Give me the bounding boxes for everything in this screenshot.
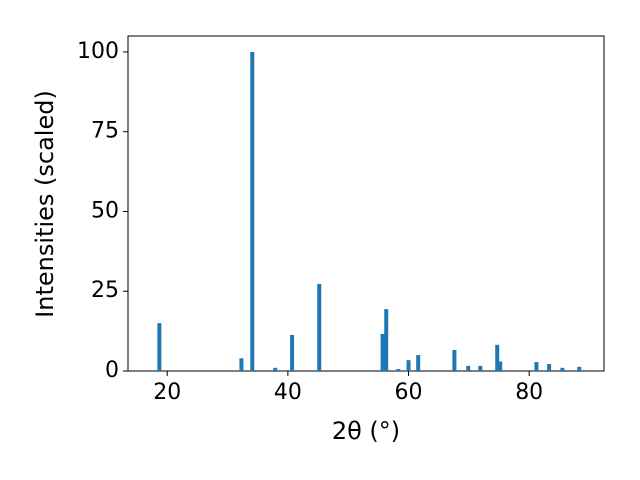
bar <box>406 360 411 371</box>
bar <box>157 323 162 371</box>
y-tick-label: 75 <box>91 119 119 144</box>
y-tick-label: 50 <box>91 198 119 223</box>
bar <box>560 367 565 371</box>
y-tick-label: 25 <box>91 278 119 303</box>
bar <box>273 367 278 371</box>
y-axis-label: Intensities (scaled) <box>31 90 59 318</box>
y-tick-label: 0 <box>105 358 119 383</box>
x-tick-label: 80 <box>515 380 543 405</box>
bar <box>396 369 401 371</box>
x-tick-label: 20 <box>153 380 181 405</box>
x-tick-label: 60 <box>395 380 423 405</box>
bar <box>250 51 255 371</box>
bar <box>577 366 582 371</box>
bar <box>495 344 500 371</box>
x-axis-label: 2θ (°) <box>332 417 400 445</box>
bar <box>534 362 539 371</box>
y-tick-label: 100 <box>77 39 119 64</box>
bar <box>416 355 421 371</box>
bar <box>384 309 389 371</box>
x-tick-label: 40 <box>274 380 302 405</box>
bar <box>547 363 552 371</box>
bar <box>452 349 457 371</box>
bar <box>239 358 244 371</box>
bar <box>290 334 295 371</box>
bar <box>478 365 483 371</box>
bar <box>380 333 385 371</box>
bar <box>317 283 322 371</box>
plot-frame <box>127 35 605 372</box>
bar <box>466 365 471 371</box>
bar <box>498 361 503 371</box>
